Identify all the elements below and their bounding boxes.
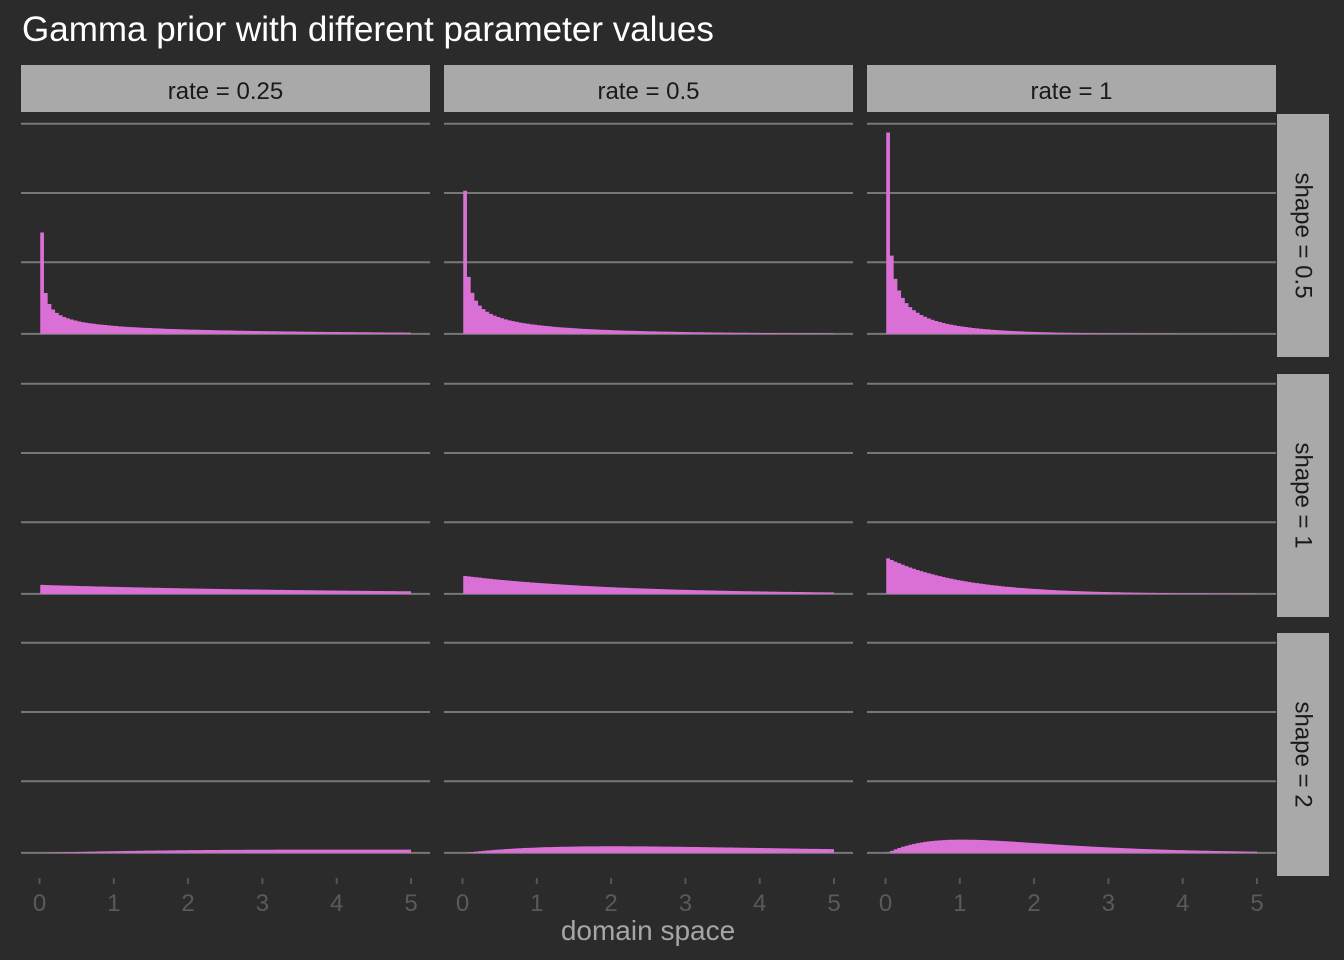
col-strip-label-2: rate = 1 xyxy=(1030,78,1112,105)
row-strip-label-0: shape = 0.5 xyxy=(1290,172,1317,298)
x-tick-label-c0-0: 0 xyxy=(33,890,46,917)
x-tick-label-c1-2: 2 xyxy=(604,890,617,917)
col-strip-label-0: rate = 0.25 xyxy=(168,78,283,105)
density-area-shape-2-rate-1 xyxy=(886,839,1257,853)
x-tick-label-c0-4: 4 xyxy=(330,890,343,917)
x-tick-label-c2-5: 5 xyxy=(1250,890,1263,917)
row-strip-label-2: shape = 2 xyxy=(1290,701,1317,807)
x-tick-label-c1-3: 3 xyxy=(679,890,692,917)
row-strip-label-1: shape = 1 xyxy=(1290,442,1317,548)
density-area-shape-0.5-rate-1 xyxy=(886,132,1257,334)
x-tick-label-c0-5: 5 xyxy=(404,890,417,917)
x-tick-label-c2-2: 2 xyxy=(1027,890,1040,917)
x-axis-label: domain space xyxy=(560,915,736,946)
density-area-shape-1-rate-0.25 xyxy=(40,584,412,594)
col-strip-1 xyxy=(444,65,853,112)
x-tick-label-c0-3: 3 xyxy=(256,890,269,917)
density-area-shape-0.5-rate-0.25 xyxy=(40,232,412,334)
x-tick-label-c1-0: 0 xyxy=(456,890,469,917)
x-tick-label-c2-4: 4 xyxy=(1176,890,1189,917)
x-tick-label-c0-1: 1 xyxy=(107,890,120,917)
col-strip-0 xyxy=(21,65,430,112)
x-tick-label-c2-1: 1 xyxy=(953,890,966,917)
col-strip-2 xyxy=(867,65,1276,112)
x-tick-label-c1-4: 4 xyxy=(753,890,766,917)
row-strip-0 xyxy=(1277,114,1329,357)
density-area-shape-1-rate-0.5 xyxy=(463,575,834,594)
chart-title: Gamma prior with different parameter val… xyxy=(22,10,714,49)
density-area-shape-2-rate-0.5 xyxy=(463,846,834,853)
col-strip-label-1: rate = 0.5 xyxy=(597,78,699,105)
row-strip-1 xyxy=(1277,374,1329,617)
x-tick-label-c1-5: 5 xyxy=(827,890,840,917)
x-tick-label-c2-3: 3 xyxy=(1102,890,1115,917)
density-area-shape-2-rate-0.25 xyxy=(40,849,412,853)
x-tick-label-c2-0: 0 xyxy=(879,890,892,917)
density-area-shape-0.5-rate-0.5 xyxy=(463,190,834,334)
x-tick-label-c0-2: 2 xyxy=(181,890,194,917)
x-tick-label-c1-1: 1 xyxy=(530,890,543,917)
row-strip-2 xyxy=(1277,633,1329,876)
density-area-shape-1-rate-1 xyxy=(886,558,1257,594)
